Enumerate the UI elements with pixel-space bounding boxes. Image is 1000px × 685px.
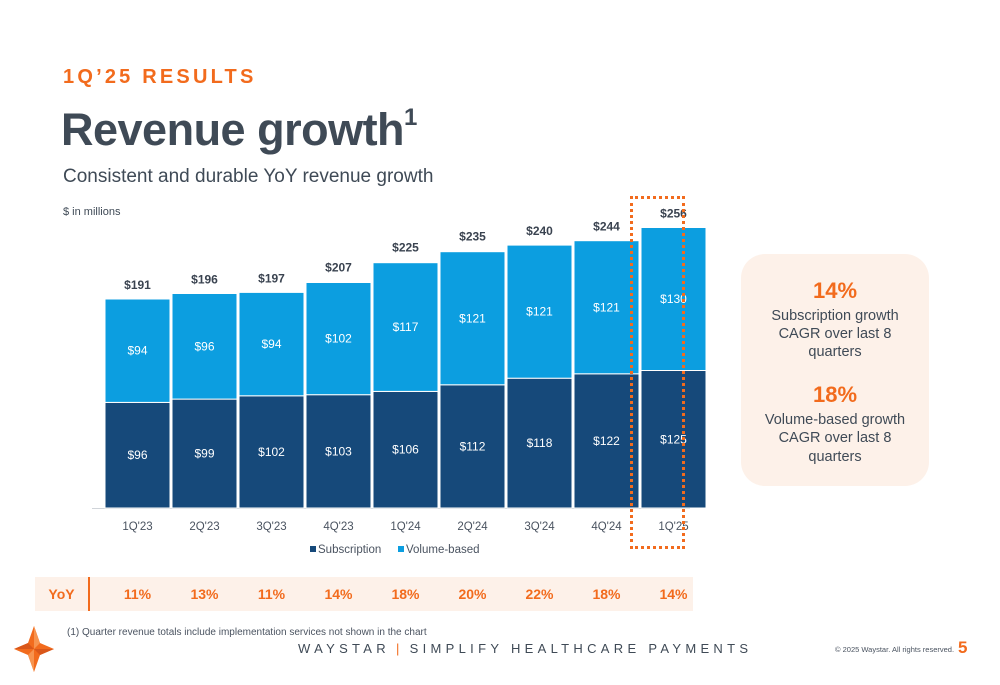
page-subtitle: Consistent and durable YoY revenue growt…	[63, 166, 434, 187]
section-eyebrow: 1Q’25 RESULTS	[63, 66, 257, 88]
cagr-callout-panel: 14% Subscription growth CAGR over last 8…	[741, 254, 929, 486]
page-title-text: Revenue growth	[61, 104, 405, 155]
bar-value-label: $94	[127, 344, 147, 358]
bar-value-label: $96	[194, 339, 214, 353]
bar-segment-subscription	[506, 377, 573, 509]
subscription-cagr-desc-line1: Subscription growth	[771, 308, 899, 324]
legend-label-volume-based: Volume-based	[406, 544, 480, 556]
bar-segment-subscription	[305, 394, 372, 509]
bar-segment-volume-based	[171, 293, 238, 400]
bar-total-label: $207	[325, 260, 352, 274]
bar-value-label: $106	[392, 443, 419, 457]
x-tick-label: 1Q'24	[390, 521, 421, 533]
tagline-text: SIMPLIFY HEALTHCARE PAYMENTS	[409, 641, 753, 656]
volume-cagr-desc-line3: quarters	[808, 449, 862, 465]
bar-value-label: $122	[593, 434, 620, 448]
bar-value-label: $99	[194, 447, 214, 461]
x-tick-label: 3Q'24	[524, 521, 555, 533]
volume-cagr-value: 18%	[812, 382, 858, 407]
bar-segment-subscription	[640, 370, 707, 509]
bar-total-label: $235	[459, 230, 486, 244]
bar-value-label: $103	[325, 444, 352, 458]
x-tick-label: 1Q'23	[122, 521, 152, 533]
bar-segment-volume-based	[104, 298, 171, 403]
x-tick-label: 1Q'25	[658, 521, 688, 533]
bar-segment-volume-based	[238, 291, 305, 397]
yoy-value: 14%	[659, 586, 688, 602]
yoy-value: 14%	[324, 586, 353, 602]
bar-total-label: $191	[124, 278, 151, 292]
bar-segment-subscription	[171, 398, 238, 509]
yoy-value: 18%	[592, 586, 621, 602]
volume-cagr-desc-line1: Volume-based growth	[764, 412, 906, 428]
bar-total-label: $256	[660, 206, 687, 220]
footnote: (1) Quarter revenue totals include imple…	[67, 627, 427, 638]
highlight-current-quarter	[630, 196, 685, 549]
yoy-label: YoY	[35, 577, 90, 611]
legend-label-subscription: Subscription	[318, 544, 381, 556]
brand-tagline: WAYSTAR | SIMPLIFY HEALTHCARE PAYMENTS	[298, 641, 752, 656]
bar-value-label: $125	[660, 432, 687, 446]
copyright: © 2025 Waystar. All rights reserved.	[835, 645, 955, 654]
bar-total-label: $244	[593, 220, 620, 234]
subscription-cagr-desc-line2: CAGR over last 8	[778, 326, 892, 342]
yoy-value: 22%	[525, 586, 554, 602]
x-tick-label: 4Q'24	[591, 521, 622, 533]
units-label: $ in millions	[63, 206, 121, 218]
bar-segment-subscription	[439, 384, 506, 509]
brand-name: WAYSTAR	[298, 641, 390, 656]
bar-total-label: $196	[191, 272, 218, 286]
bar-total-label: $197	[258, 271, 285, 285]
bar-segment-subscription	[372, 390, 439, 509]
x-tick-label: 4Q'23	[323, 521, 353, 533]
bar-value-label: $117	[393, 320, 419, 334]
bar-segment-volume-based	[573, 240, 640, 375]
bar-value-label: $121	[526, 305, 553, 319]
bar-value-label: $118	[527, 436, 553, 450]
x-tick-label: 2Q'23	[189, 521, 219, 533]
bar-value-label: $130	[660, 292, 687, 306]
bar-value-label: $96	[127, 448, 147, 462]
yoy-row: YoY 11% 13% 11% 14% 18% 20% 22% 18% 14%	[35, 577, 693, 611]
page-title: Revenue growth1	[61, 104, 417, 156]
page-number: 5	[958, 638, 968, 657]
subscription-cagr-desc-line3: quarters	[808, 344, 862, 360]
bar-value-label: $121	[459, 311, 486, 325]
bar-total-label: $225	[392, 241, 419, 255]
bar-segment-volume-based	[439, 251, 506, 386]
bar-segment-subscription	[104, 401, 171, 509]
volume-cagr-desc-line2: CAGR over last 8	[778, 430, 892, 446]
yoy-value: 11%	[123, 586, 152, 602]
subscription-cagr-value: 14%	[812, 278, 858, 303]
bar-value-label: $112	[460, 439, 486, 453]
yoy-value: 18%	[391, 586, 420, 602]
legend-swatch-volume-based	[398, 546, 404, 552]
yoy-value: 11%	[257, 586, 286, 602]
bar-segment-volume-based	[506, 244, 573, 379]
bar-segment-volume-based	[372, 262, 439, 392]
legend-swatch-subscription	[310, 546, 316, 552]
bar-total-label: $240	[526, 224, 553, 238]
title-footnote-marker: 1	[404, 104, 417, 131]
waystar-logo-icon	[14, 626, 54, 672]
x-tick-label: 2Q'24	[457, 521, 488, 533]
tagline-separator: |	[395, 641, 404, 656]
bar-segment-subscription	[573, 373, 640, 509]
x-tick-label: 3Q'23	[256, 521, 286, 533]
bar-value-label: $121	[593, 300, 620, 314]
bar-segment-subscription	[238, 395, 305, 509]
bar-value-label: $102	[325, 332, 352, 346]
bar-segment-volume-based	[640, 227, 707, 371]
bar-segment-volume-based	[305, 282, 372, 396]
yoy-value: 13%	[190, 586, 219, 602]
revenue-bar-chart: $96 $94 $191 1Q'23 $99 $96 $196 2Q'23 $102 $94 $19…	[92, 206, 707, 556]
yoy-value: 20%	[458, 586, 487, 602]
bar-value-label: $94	[261, 337, 281, 351]
bar-value-label: $102	[258, 445, 285, 459]
